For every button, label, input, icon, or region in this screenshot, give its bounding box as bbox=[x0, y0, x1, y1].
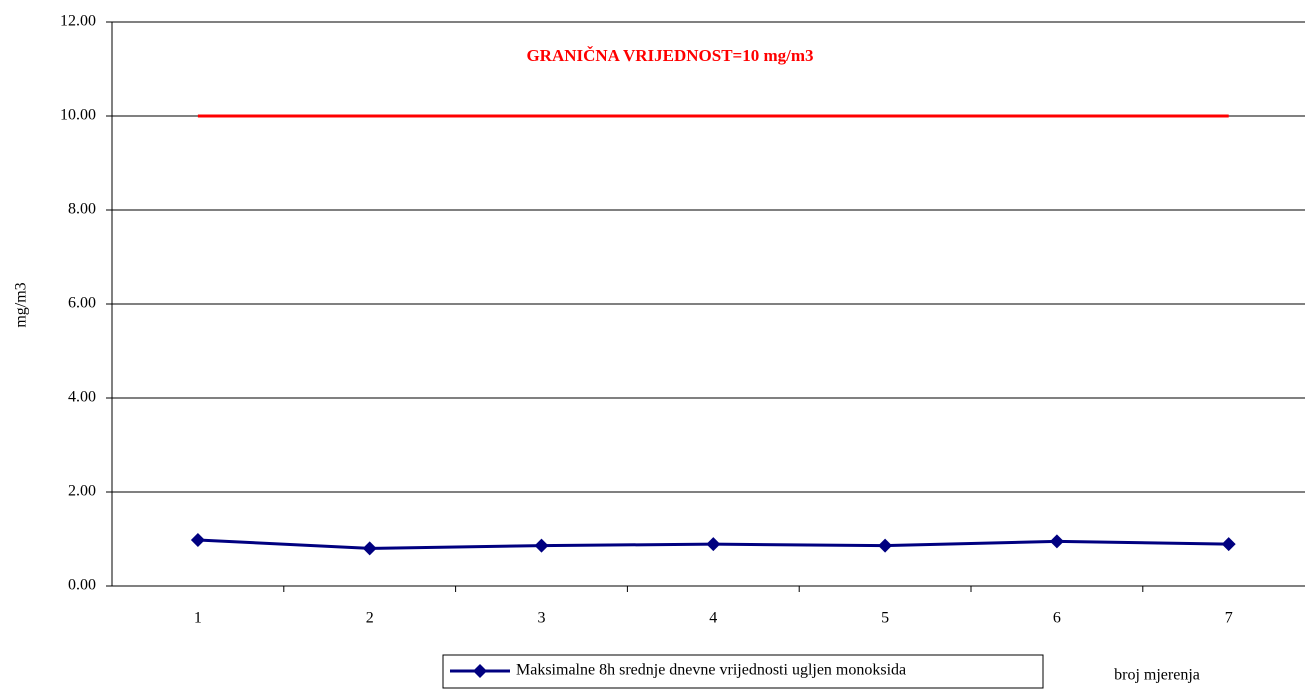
y-tick-label: 12.00 bbox=[60, 13, 96, 30]
marker bbox=[1049, 534, 1064, 549]
legend-box bbox=[442, 654, 1044, 689]
y-tick-label: 6.00 bbox=[68, 295, 96, 312]
y-tick-label: 0.00 bbox=[68, 577, 96, 594]
x-tick-label: 7 bbox=[1225, 610, 1233, 627]
marker bbox=[190, 532, 205, 547]
marker bbox=[362, 541, 377, 556]
x-tick-label: 3 bbox=[538, 610, 546, 627]
y-tick-label: 8.00 bbox=[68, 201, 96, 218]
x-tick-label: 2 bbox=[366, 610, 374, 627]
marker bbox=[706, 537, 721, 552]
y-axis-label: mg/m3 bbox=[13, 282, 30, 327]
marker bbox=[534, 538, 549, 553]
annotation: GRANIČNA VRIJEDNOST=10 mg/m3 bbox=[526, 46, 813, 65]
x-tick-label: 4 bbox=[709, 610, 717, 627]
y-tick-label: 4.00 bbox=[68, 389, 96, 406]
y-tick-label: 2.00 bbox=[68, 483, 96, 500]
marker bbox=[878, 538, 893, 553]
x-tick-label: 5 bbox=[881, 610, 889, 627]
legend-label: Maksimalne 8h srednje dnevne vrijednosti… bbox=[516, 662, 906, 679]
x-tick-label: 1 bbox=[194, 610, 202, 627]
x-axis-label: broj mjerenja bbox=[1114, 667, 1200, 684]
x-tick-label: 6 bbox=[1053, 610, 1061, 627]
y-tick-label: 10.00 bbox=[60, 107, 96, 124]
legend-marker bbox=[473, 664, 487, 678]
marker bbox=[1221, 537, 1236, 552]
